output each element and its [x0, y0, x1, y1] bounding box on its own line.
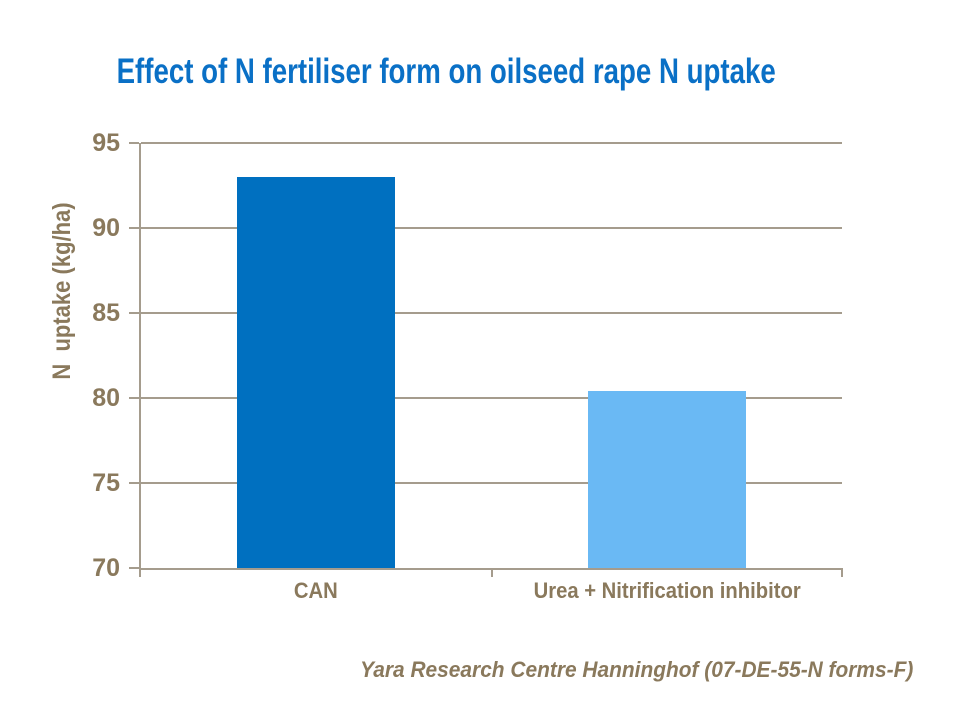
x-category-label-text: CAN	[294, 578, 339, 603]
bar-can	[237, 177, 396, 568]
y-tick-label: 80	[92, 384, 120, 412]
gridline	[141, 312, 842, 314]
x-category-label: Urea + Nitrification inhibitor	[492, 578, 843, 604]
y-tick-mark	[129, 397, 139, 399]
y-tick-mark	[129, 567, 139, 569]
gridline	[141, 482, 842, 484]
footer-credit-text: Yara Research Centre Hanninghof (07-DE-5…	[359, 657, 913, 682]
y-tick-label: 90	[92, 214, 120, 242]
plot-area: CAN Urea + Nitrification inhibitor	[129, 142, 843, 603]
gridline	[141, 227, 842, 229]
y-tick-mark	[129, 482, 139, 484]
chart-title-text: Effect of N fertiliser form on oilseed r…	[116, 52, 777, 91]
gridline	[141, 397, 842, 399]
bar-urea-nitrification-inhibitor	[587, 391, 746, 568]
y-tick-mark	[129, 142, 139, 144]
footer-credit: Yara Research Centre Hanninghof (07-DE-5…	[213, 657, 913, 683]
y-tick-label: 75	[92, 469, 120, 497]
y-tick-label: 95	[92, 129, 120, 157]
chart-title: Effect of N fertiliser form on oilseed r…	[66, 52, 827, 92]
y-tick-label: 85	[92, 299, 120, 327]
y-tick-label: 70	[92, 554, 120, 582]
x-tick-mark	[139, 568, 141, 577]
gridline	[141, 142, 842, 144]
x-tick-mark	[841, 568, 843, 577]
y-tick-mark	[129, 227, 139, 229]
x-category-label: CAN	[141, 578, 492, 604]
x-tick-mark	[490, 568, 493, 577]
x-category-label-text: Urea + Nitrification inhibitor	[533, 578, 801, 603]
y-tick-mark	[129, 312, 139, 314]
y-axis-tick-labels: 70 75 80 85 90 95	[0, 130, 120, 581]
